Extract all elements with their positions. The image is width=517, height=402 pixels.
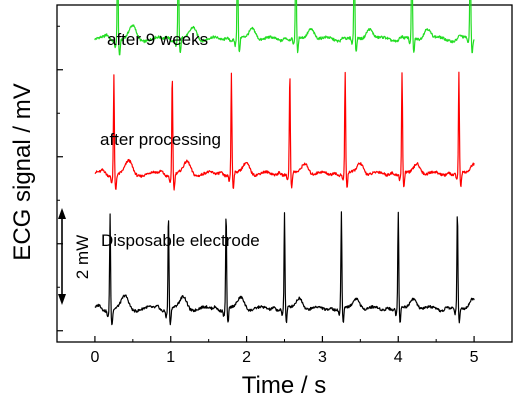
x-tick-label: 0: [90, 349, 99, 366]
scale-bar-label: 2 mW: [73, 235, 92, 279]
x-tick-label: 1: [166, 349, 175, 366]
scale-bar-arrow-top: [58, 208, 66, 219]
ecg-trace-2: [94, 211, 475, 326]
annotation-after-9-weeks: after 9 weeks: [107, 30, 208, 49]
x-tick-label: 3: [318, 349, 327, 366]
ecg-trace-0: [94, 0, 475, 56]
x-axis-title: Time / s: [242, 372, 326, 399]
ecg-traces: [94, 0, 475, 326]
y-axis-title: ECG signal / mV: [9, 83, 36, 260]
x-tick-label: 2: [242, 349, 251, 366]
ecg-trace-1: [94, 71, 475, 191]
x-axis-ticks: 0 1 2 3 4 5: [56, 336, 479, 366]
annotation-after-processing: after processing: [100, 130, 221, 149]
scale-bar-arrow-bottom: [58, 294, 66, 305]
annotation-disposable-electrode: Disposable electrode: [101, 231, 260, 250]
x-tick-label: 4: [394, 349, 403, 366]
scale-bar: 2 mW: [58, 208, 92, 305]
x-tick-label: 5: [470, 349, 479, 366]
